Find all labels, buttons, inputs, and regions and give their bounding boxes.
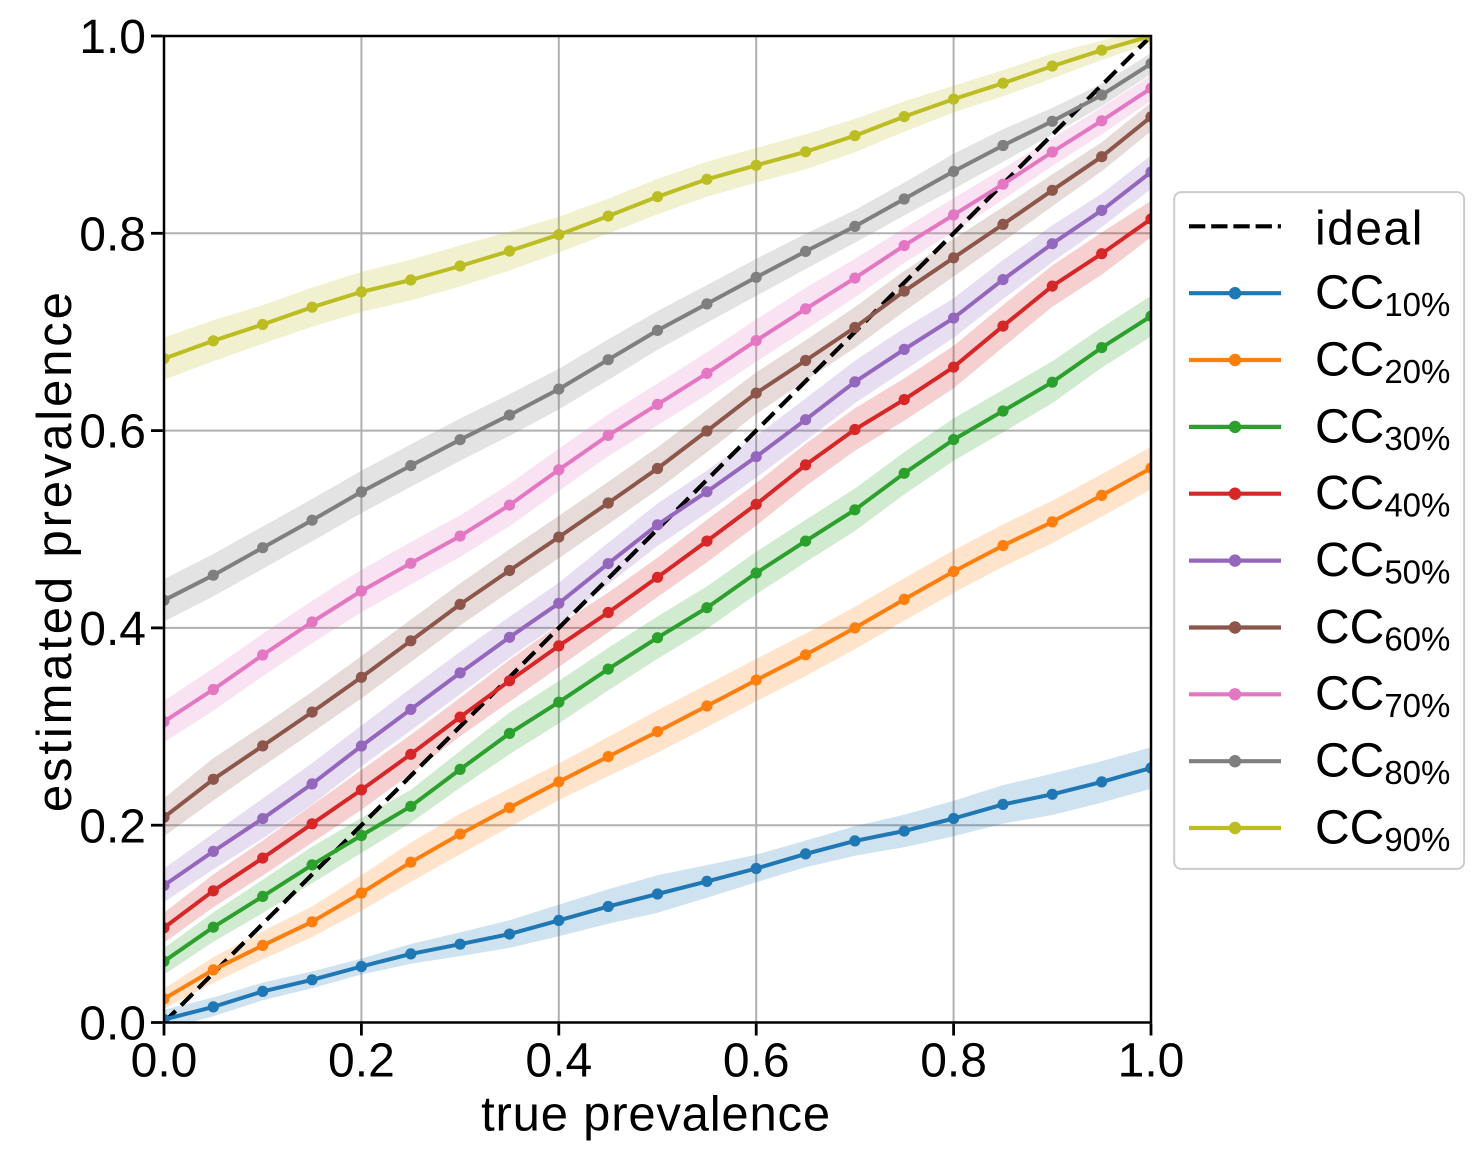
svg-text:0.4: 0.4 — [79, 603, 146, 656]
svg-text:0.8: 0.8 — [79, 208, 146, 261]
svg-text:0.2: 0.2 — [328, 1035, 395, 1088]
svg-text:estimated prevalence: estimated prevalence — [28, 289, 82, 812]
svg-text:ideal: ideal — [1315, 203, 1424, 256]
svg-text:0.0: 0.0 — [131, 1035, 198, 1088]
svg-text:0.2: 0.2 — [79, 800, 146, 853]
svg-text:1.0: 1.0 — [1118, 1035, 1185, 1088]
svg-text:1.0: 1.0 — [79, 11, 146, 64]
svg-text:0.0: 0.0 — [79, 998, 146, 1051]
svg-text:true prevalence: true prevalence — [481, 1088, 831, 1142]
svg-text:0.8: 0.8 — [920, 1035, 987, 1088]
svg-text:0.6: 0.6 — [723, 1035, 790, 1088]
svg-text:0.4: 0.4 — [525, 1035, 592, 1088]
svg-text:0.6: 0.6 — [79, 406, 146, 459]
